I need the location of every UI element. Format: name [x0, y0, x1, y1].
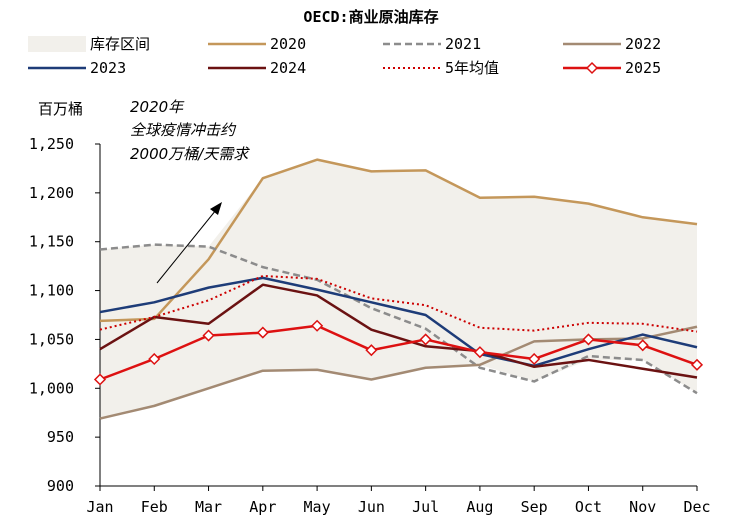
y-tick-label: 950: [47, 428, 74, 446]
series-point-2025: [148, 352, 161, 366]
series-point-2025: [690, 358, 704, 371]
series-2025: [93, 319, 704, 386]
series-point-2025: [528, 352, 541, 366]
legend-swatch-band: [28, 36, 86, 52]
legend-label: 2020: [270, 35, 306, 53]
y-tick-label: 1,000: [29, 379, 74, 397]
series-line-2024: [99, 283, 698, 379]
x-tick-label: Jun: [358, 498, 385, 516]
x-tick-label: Sep: [521, 498, 548, 516]
range-band-layer: [100, 159, 697, 419]
x-tick-label: Jul: [412, 498, 439, 516]
legend-item: 2024: [208, 59, 306, 77]
series-point-2025: [365, 344, 378, 357]
series-5年均值: [99, 274, 698, 333]
y-tick-label: 900: [47, 477, 74, 495]
legend-label: 2025: [625, 59, 661, 77]
series-point-2025: [473, 346, 486, 359]
series-point-2025: [256, 326, 269, 339]
series-2024: [99, 283, 698, 379]
series-2023: [99, 276, 698, 368]
legend-label: 5年均值: [445, 59, 499, 77]
x-tick-label: Apr: [249, 498, 276, 516]
series-point-2025: [419, 333, 432, 346]
annotation-text: 2020年: [130, 98, 185, 116]
legend-swatch-marker: [585, 61, 599, 75]
x-tick-label: Mar: [195, 498, 222, 516]
series-line-2021: [99, 243, 698, 395]
series-point-2025: [202, 329, 215, 342]
y-tick-label: 1,150: [29, 233, 74, 251]
y-tick-label: 1,100: [29, 282, 74, 300]
x-tick-label: Oct: [575, 498, 602, 516]
range-band-area: [100, 159, 697, 419]
y-tick-label: 1,200: [29, 184, 74, 202]
axes-layer: 900 950 1,000 1,050 1,100 1,150 1,200 1,250 Jan F…: [29, 135, 711, 516]
x-tick-label: May: [304, 498, 331, 516]
annotation-arrow-head: [210, 202, 222, 215]
legend-label: 2022: [625, 35, 661, 53]
series-point-2025: [636, 339, 649, 352]
series-point-2025: [311, 319, 324, 332]
legend-label: 2024: [270, 59, 306, 77]
series-2021: [99, 243, 698, 395]
legend-label: 2023: [90, 59, 126, 77]
legend-item: 2025: [563, 59, 661, 77]
legend-label: 2021: [445, 35, 481, 53]
x-tick-label: Dec: [683, 498, 710, 516]
legend-label: 库存区间: [90, 35, 150, 53]
series-line-2023: [99, 276, 698, 368]
annotation-text: 2000万桶/天需求: [130, 145, 250, 163]
series-layer: [93, 158, 704, 420]
y-tick-label: 1,250: [29, 135, 74, 153]
legend-item: 2022: [563, 35, 661, 53]
series-line-2020: [99, 158, 698, 323]
legend-item: 2020: [208, 35, 306, 53]
annotation-arrow-line: [156, 209, 217, 284]
x-tick-label: Nov: [629, 498, 656, 516]
x-tick-label: Jan: [86, 498, 113, 516]
legend-item: 5年均值: [383, 59, 499, 77]
series-line-2025: [99, 324, 698, 381]
y-axis-unit-label: 百万桶: [38, 100, 83, 118]
series-point-2025: [93, 373, 107, 386]
series-2020: [99, 158, 698, 323]
chart-title: OECD:商业原油库存: [303, 8, 438, 26]
x-tick-label: Feb: [141, 498, 168, 516]
series-point-2025: [582, 333, 595, 346]
legend: 库存区间 2020 2021 2022 2023 2024 5年均值 2025: [28, 35, 661, 77]
y-tick-label: 1,050: [29, 330, 74, 348]
legend-item: 库存区间: [28, 35, 150, 53]
annotation-text: 全球疫情冲击约: [130, 121, 237, 139]
x-tick-label: Aug: [466, 498, 493, 516]
series-line-5年均值: [99, 274, 698, 333]
legend-item: 2021: [383, 35, 481, 53]
legend-item: 2023: [28, 59, 126, 77]
